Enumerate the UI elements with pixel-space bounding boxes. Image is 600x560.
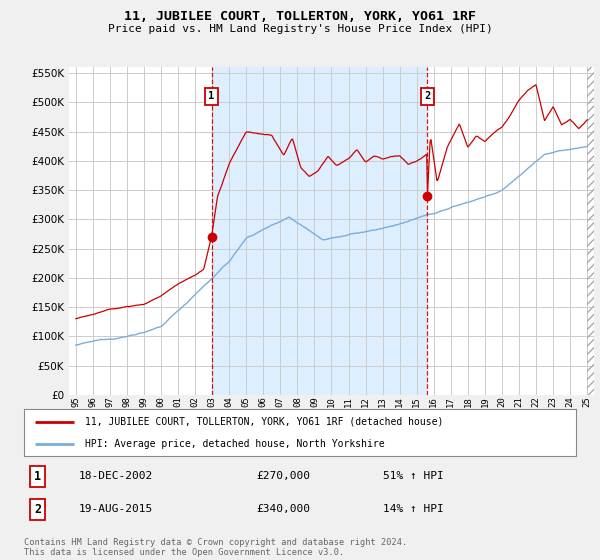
Text: 11, JUBILEE COURT, TOLLERTON, YORK, YO61 1RF (detached house): 11, JUBILEE COURT, TOLLERTON, YORK, YO61… — [85, 417, 443, 427]
Text: 14% ↑ HPI: 14% ↑ HPI — [383, 505, 443, 514]
Text: 18-DEC-2002: 18-DEC-2002 — [79, 472, 154, 481]
Text: 1: 1 — [34, 470, 41, 483]
Text: 2: 2 — [34, 503, 41, 516]
Bar — [212, 67, 427, 395]
Bar — [587, 67, 596, 395]
Text: 2: 2 — [424, 91, 431, 101]
Text: HPI: Average price, detached house, North Yorkshire: HPI: Average price, detached house, Nort… — [85, 438, 385, 449]
Text: 51% ↑ HPI: 51% ↑ HPI — [383, 472, 443, 481]
Text: 1: 1 — [208, 91, 215, 101]
Text: £270,000: £270,000 — [256, 472, 310, 481]
Text: Price paid vs. HM Land Registry's House Price Index (HPI): Price paid vs. HM Land Registry's House … — [107, 24, 493, 34]
Text: Contains HM Land Registry data © Crown copyright and database right 2024.
This d: Contains HM Land Registry data © Crown c… — [24, 538, 407, 557]
Text: £340,000: £340,000 — [256, 505, 310, 514]
Text: 11, JUBILEE COURT, TOLLERTON, YORK, YO61 1RF: 11, JUBILEE COURT, TOLLERTON, YORK, YO61… — [124, 10, 476, 23]
Text: 19-AUG-2015: 19-AUG-2015 — [79, 505, 154, 514]
Bar — [587, 67, 596, 395]
